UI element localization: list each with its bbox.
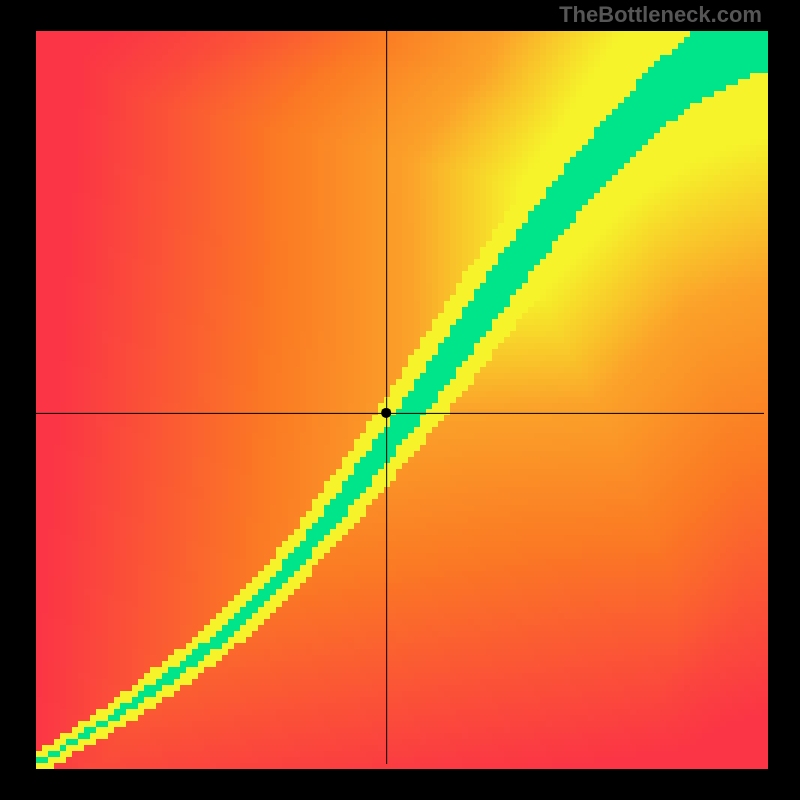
bottleneck-heatmap (0, 0, 800, 800)
chart-container: { "watermark": { "text": "TheBottleneck.… (0, 0, 800, 800)
watermark-text: TheBottleneck.com (559, 2, 762, 28)
